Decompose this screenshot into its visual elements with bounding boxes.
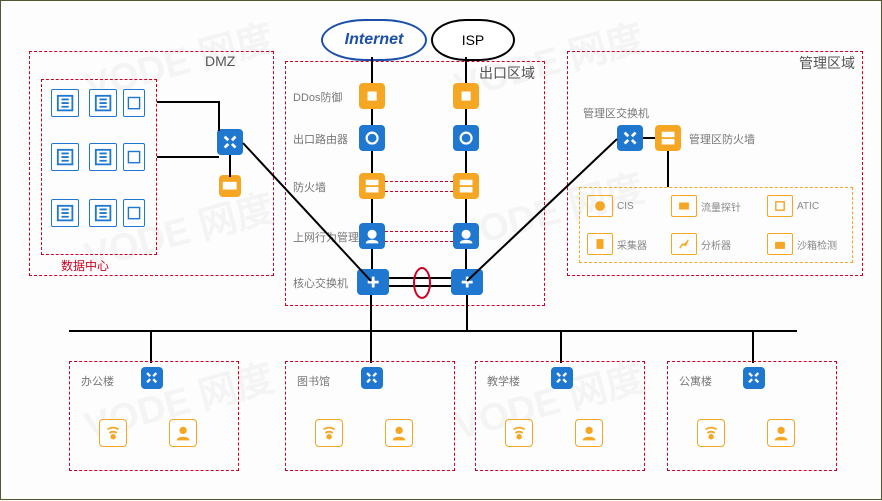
svc-collector: 采集器 [587,233,647,255]
ap-icon [505,419,533,447]
svc-probe: 流量探针 [671,195,741,217]
server-icon [89,89,117,117]
firewall-icon [219,175,241,197]
svc-cis: CIS [587,195,634,217]
firewall-label: 防火墙 [293,179,326,195]
core-switch-icon [357,269,389,295]
ddos-label: DDos防御 [293,89,343,105]
ap-icon [99,419,127,447]
server-icon [51,143,79,171]
behavior-icon [453,223,479,249]
mgmt-fw-label: 管理区防火墙 [689,131,755,147]
router-icon [453,125,479,151]
switch-icon [551,367,573,389]
server-icon [51,89,79,117]
behavior-icon [359,223,385,249]
server-icon [89,199,117,227]
ddos-icon [359,83,385,109]
core-label: 核心交换机 [293,275,348,291]
ap-icon [697,419,725,447]
switch-icon [617,125,643,151]
ap-icon [315,419,343,447]
server-icon [123,143,145,171]
core-switch-icon [451,269,483,295]
router-label: 出口路由器 [293,131,348,147]
office-label: 办公楼 [81,373,114,389]
behavior-label: 上网行为管理 [293,229,359,245]
user-icon [767,419,795,447]
switch-icon [361,367,383,389]
mgmt-switch-label: 管理区交换机 [583,105,649,121]
server-icon [89,143,117,171]
user-icon [385,419,413,447]
library-label: 图书馆 [297,373,330,389]
user-icon [169,419,197,447]
svc-sandbox: 沙箱检测 [767,233,837,255]
firewall-icon [359,173,385,199]
egress-label: 出口区域 [479,63,535,83]
server-icon [51,199,79,227]
isp-cloud: ISP [431,19,515,61]
teaching-label: 教学楼 [487,373,520,389]
router-icon [359,125,385,151]
internet-cloud: Internet [321,19,427,61]
dmz-label: DMZ [205,53,235,69]
switch-icon [217,129,243,155]
ha-ring [413,267,431,299]
dorm-label: 公寓楼 [679,373,712,389]
ddos-icon [453,83,479,109]
svc-analyzer: 分析器 [671,233,731,255]
firewall-icon [453,173,479,199]
svc-atic: ATIC [767,195,819,217]
switch-icon [141,367,163,389]
user-icon [575,419,603,447]
mgmt-label: 管理区域 [799,53,855,73]
datacenter-label: 数据中心 [61,257,109,274]
server-icon [123,199,145,227]
firewall-icon [655,125,681,151]
switch-icon [743,367,765,389]
server-icon [123,89,145,117]
